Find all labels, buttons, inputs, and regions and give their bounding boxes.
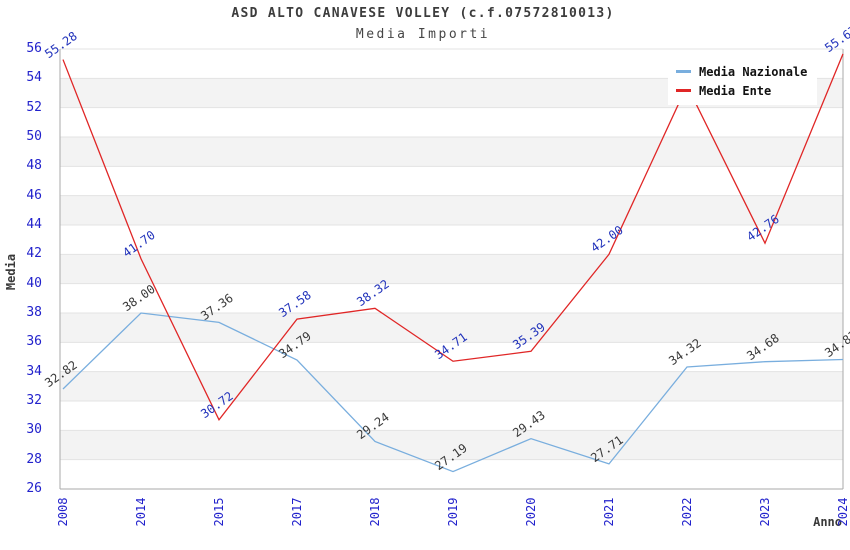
- x-tick-label: 2015: [212, 497, 226, 527]
- grid-band: [60, 430, 843, 460]
- x-tick-label: 2022: [680, 497, 694, 527]
- x-tick-label: 2018: [368, 497, 382, 527]
- y-tick-label: 46: [26, 187, 42, 203]
- y-tick-label: 34: [26, 363, 42, 379]
- y-tick-label: 48: [26, 158, 42, 174]
- legend-swatch-icon: [676, 70, 691, 73]
- y-tick-label: 56: [26, 41, 42, 56]
- chart-subtitle: Media Importi: [355, 27, 491, 42]
- y-tick-label: 44: [26, 217, 42, 232]
- legend-swatch-icon: [676, 89, 691, 92]
- y-tick-label: 50: [26, 129, 42, 144]
- y-tick-label: 38: [26, 305, 42, 320]
- x-tick-label: 2023: [758, 497, 772, 527]
- grid-band: [60, 371, 843, 401]
- legend-item: Media Ente: [676, 83, 807, 98]
- x-tick-label: 2008: [56, 497, 70, 527]
- legend-label: Media Nazionale: [699, 64, 808, 79]
- x-tick-label: 2014: [134, 497, 148, 527]
- legend: Media Nazionale Media Ente: [668, 59, 818, 105]
- y-tick-label: 28: [26, 451, 42, 467]
- series-line-media-ente: [62, 53, 844, 421]
- x-tick-label: 2017: [290, 497, 304, 527]
- legend-label: Media Ente: [699, 83, 772, 98]
- y-tick-label: 52: [26, 99, 42, 115]
- y-tick-label: 40: [26, 275, 42, 291]
- x-tick-label: 2024: [836, 497, 850, 527]
- series-line-media-nazionale: [62, 312, 844, 473]
- grid-band: [60, 195, 843, 225]
- chart-title: ASD ALTO CANAVESE VOLLEY (c.f.0757281001…: [231, 6, 615, 21]
- x-tick-label: 2020: [524, 497, 538, 527]
- y-tick-label: 54: [26, 70, 42, 86]
- legend-item: Media Nazionale: [676, 64, 808, 79]
- y-tick-label: 36: [26, 334, 42, 350]
- y-tick-label: 42: [26, 246, 42, 262]
- x-axis-label: Anno: [813, 515, 842, 529]
- grid-band: [60, 313, 843, 343]
- x-tick-label: 2021: [602, 497, 616, 527]
- grid-band: [60, 137, 843, 167]
- y-tick-label: 26: [26, 481, 42, 496]
- y-tick-label: 30: [26, 422, 42, 438]
- x-tick-label: 2019: [446, 497, 460, 527]
- y-tick-label: 32: [26, 393, 42, 408]
- grid-band: [60, 254, 843, 284]
